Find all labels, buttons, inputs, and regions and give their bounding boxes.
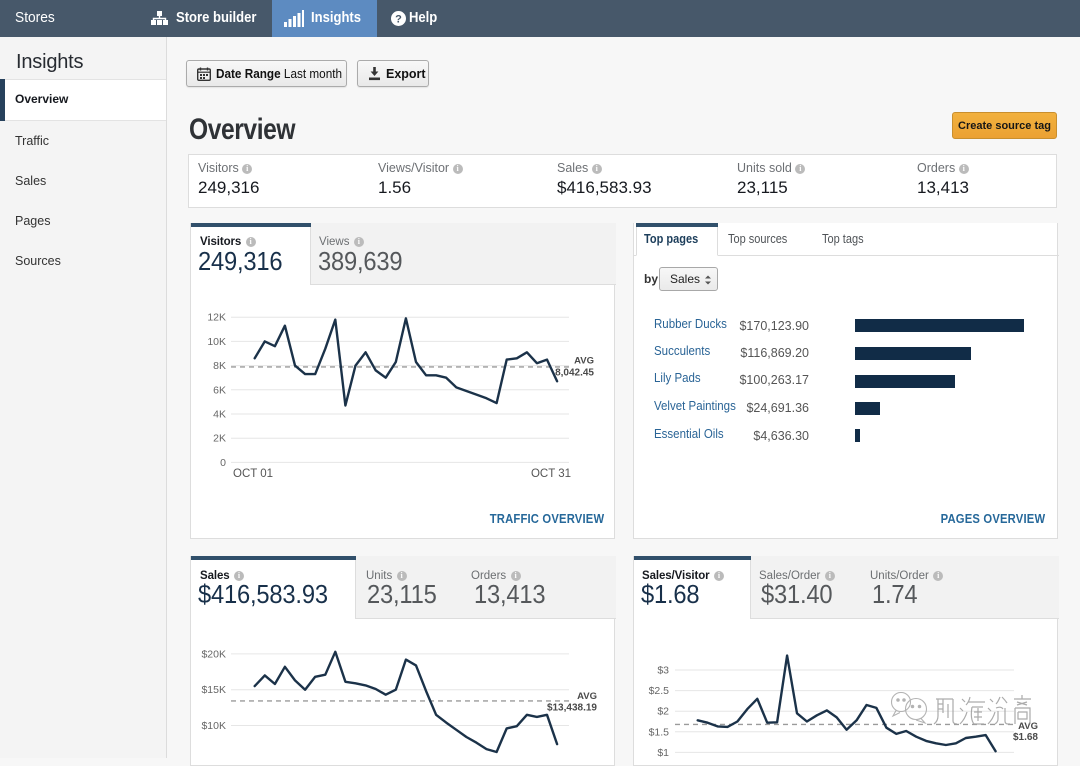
svg-text:$1: $1 <box>657 747 669 758</box>
svg-text:OCT 01: OCT 01 <box>233 468 273 480</box>
svg-text:$2: $2 <box>657 706 669 718</box>
svg-text:2K: 2K <box>213 433 226 445</box>
svg-text:$1.68: $1.68 <box>1013 732 1038 743</box>
svg-text:AVG: AVG <box>574 356 594 367</box>
svg-text:10K: 10K <box>207 336 226 348</box>
svg-text:12K: 12K <box>207 312 226 324</box>
svg-text:$15K: $15K <box>201 684 226 696</box>
svg-text:OCT 31: OCT 31 <box>531 468 571 480</box>
svg-text:AVG: AVG <box>1018 721 1038 732</box>
svg-text:$2.5: $2.5 <box>649 685 670 697</box>
svg-text:8,042.45: 8,042.45 <box>555 368 594 379</box>
svg-text:0: 0 <box>220 457 226 469</box>
svg-text:$10K: $10K <box>201 720 226 732</box>
svg-text:8K: 8K <box>213 360 226 372</box>
svg-text:?: ? <box>395 14 402 26</box>
svg-text:4K: 4K <box>213 409 226 421</box>
svg-text:$1.5: $1.5 <box>649 726 670 738</box>
svg-text:AVG: AVG <box>577 691 597 702</box>
svg-text:6K: 6K <box>213 384 226 396</box>
svg-text:$20K: $20K <box>201 648 226 660</box>
svg-text:$3: $3 <box>657 665 669 677</box>
svg-text:$13,438.19: $13,438.19 <box>547 702 597 713</box>
